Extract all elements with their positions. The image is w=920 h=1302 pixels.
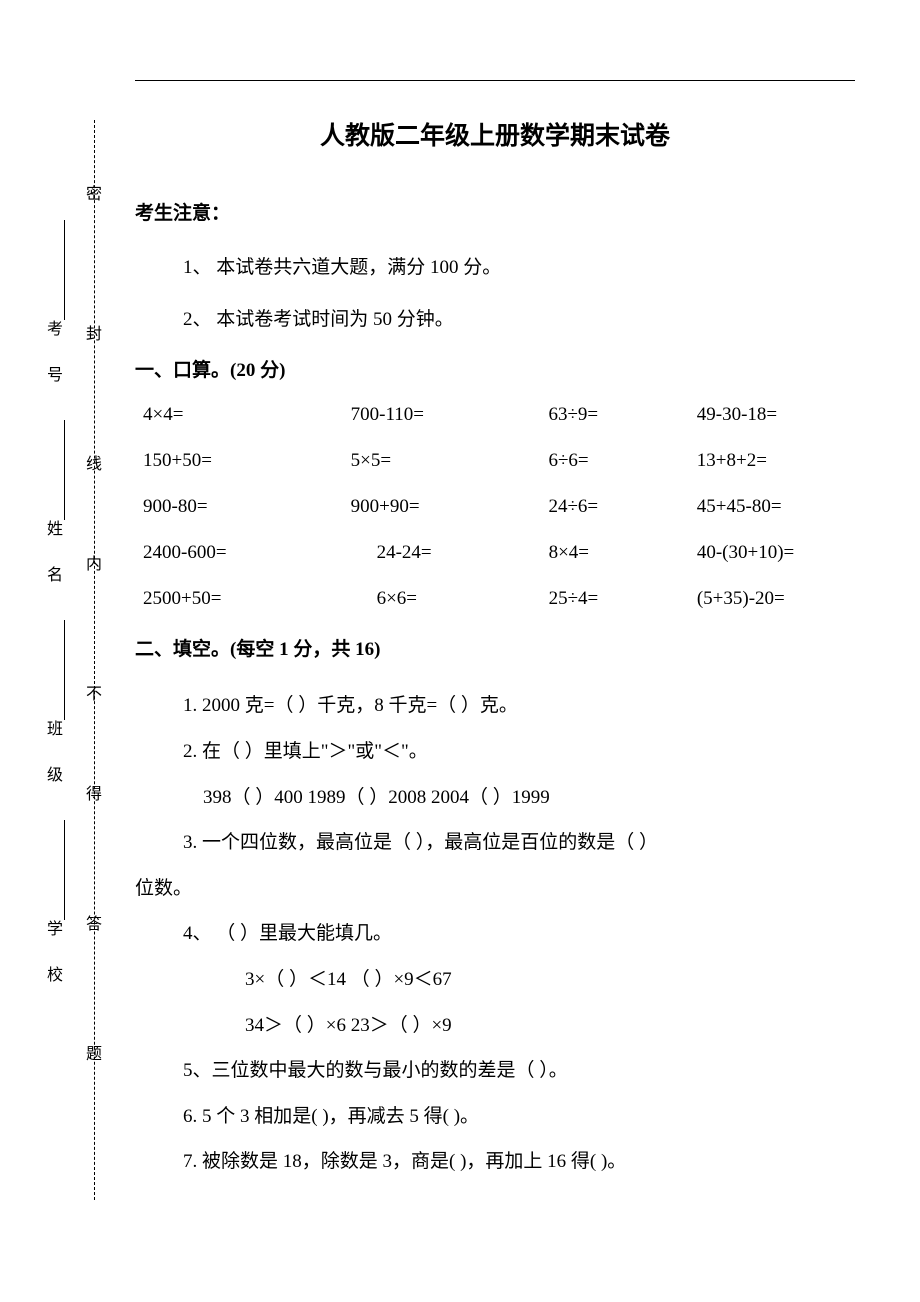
calc-cell: 4×4= (143, 404, 351, 426)
section-1-head: 一、口算。(20 分) (135, 355, 855, 382)
fill-q3a: 3. 一个四位数，最高位是（ ），最高位是百位的数是（ ） (183, 820, 855, 866)
calc-cell: 45+45-80= (697, 496, 855, 518)
fill-q2-sub: 398（ ）400 1989（ ）2008 2004（ ）1999 (203, 775, 855, 821)
calc-cell: 8×4= (549, 542, 697, 564)
seal-char: 内 (86, 550, 102, 574)
binding-margin: 密 封 线 内 不 得 答 题 学校 班级 姓名 考号 (40, 120, 110, 1200)
seal-char: 线 (86, 450, 102, 474)
fill-q4-sub2: 34＞（ ）×6 23＞（ ）×9 (245, 1003, 855, 1049)
fill-q5: 5、三位数中最大的数与最小的数的差是（ ）。 (183, 1048, 855, 1094)
notice-item-2: 2、 本试卷考试时间为 50 分钟。 (183, 303, 855, 337)
calc-cell: 2500+50= (143, 588, 351, 610)
exam-title: 人教版二年级上册数学期末试卷 (135, 116, 855, 152)
fill-q7: 7. 被除数是 18，除数是 3，商是( )，再加上 16 得( )。 (183, 1139, 855, 1185)
notice-item-1: 1、 本试卷共六道大题，满分 100 分。 (183, 251, 855, 285)
seal-char: 不 (86, 680, 102, 704)
seal-char: 答 (86, 910, 102, 934)
section-2-head: 二、填空。(每空 1 分，共 16) (135, 634, 855, 661)
binding-underline (64, 820, 65, 920)
calc-cell: 13+8+2= (697, 450, 855, 472)
calc-row: 2500+50= 6×6= 25÷4= (5+35)-20= (143, 588, 855, 610)
calc-cell: 49-30-18= (697, 404, 855, 426)
calc-cell: (5+35)-20= (697, 588, 855, 610)
calc-cell: 24-24= (351, 542, 549, 564)
seal-char: 得 (86, 780, 102, 804)
calc-cell: 5×5= (351, 450, 549, 472)
binding-underline (64, 220, 65, 320)
calc-cell: 6×6= (351, 588, 549, 610)
fill-q6: 6. 5 个 3 相加是( )，再减去 5 得( )。 (183, 1094, 855, 1140)
seal-char: 密 (86, 180, 102, 204)
fill-q1: 1. 2000 克=（ ）千克，8 千克=（ ）克。 (183, 683, 855, 729)
calc-cell: 25÷4= (549, 588, 697, 610)
calc-cell: 24÷6= (548, 496, 696, 518)
notice-heading: 考生注意： (135, 198, 855, 225)
fill-q2: 2. 在（ ）里填上"＞"或"＜"。 (183, 729, 855, 775)
binding-dashed-line (94, 120, 95, 1200)
calc-row: 150+50= 5×5= 6÷6= 13+8+2= (143, 450, 855, 472)
fill-q4-sub1: 3×（ ）＜14 （ ）×9＜67 (245, 957, 855, 1003)
calc-cell: 6÷6= (548, 450, 696, 472)
binding-label-name: 姓名 (40, 520, 64, 612)
binding-underline (64, 620, 65, 720)
calc-row: 900-80= 900+90= 24÷6= 45+45-80= (143, 496, 855, 518)
calc-row: 2400-600= 24-24= 8×4= 40-(30+10)= (143, 542, 855, 564)
fill-q3b: 位数。 (135, 866, 855, 912)
seal-char: 题 (86, 1040, 102, 1064)
calc-row: 4×4= 700-110= 63÷9= 49-30-18= (143, 404, 855, 426)
calculation-grid: 4×4= 700-110= 63÷9= 49-30-18= 150+50= 5×… (143, 404, 855, 610)
calc-cell: 150+50= (143, 450, 351, 472)
binding-label-school: 学校 (40, 920, 64, 1012)
calc-cell: 700-110= (351, 404, 549, 426)
fill-q4: 4、 （ ）里最大能填几。 (183, 911, 855, 957)
top-horizontal-rule (135, 80, 855, 81)
calc-cell: 63÷9= (548, 404, 696, 426)
calc-cell: 2400-600= (143, 542, 351, 564)
calc-cell: 900+90= (351, 496, 549, 518)
seal-char: 封 (86, 320, 102, 344)
binding-label-id: 考号 (40, 320, 64, 412)
calc-cell: 900-80= (143, 496, 351, 518)
calc-cell: 40-(30+10)= (697, 542, 855, 564)
binding-label-class: 班级 (40, 720, 64, 812)
binding-underline (64, 420, 65, 520)
document-content: 人教版二年级上册数学期末试卷 考生注意： 1、 本试卷共六道大题，满分 100 … (135, 116, 855, 1185)
